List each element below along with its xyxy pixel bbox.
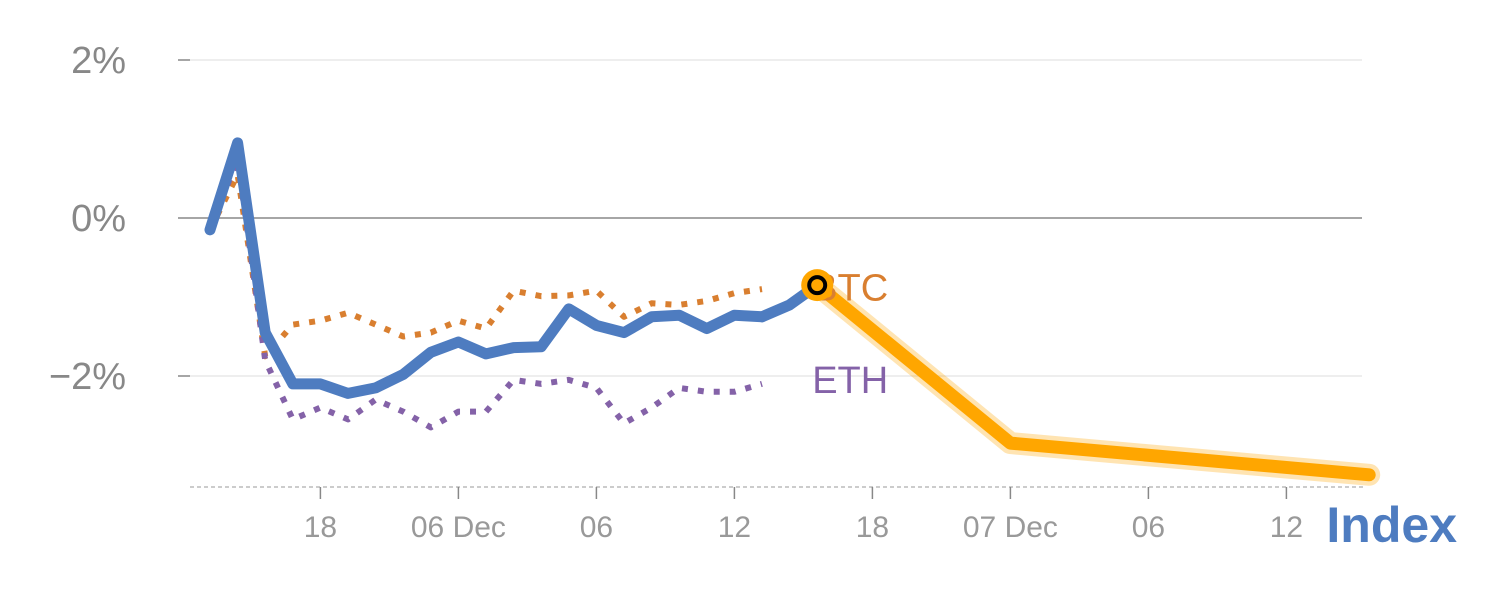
- marker-inner-ring: [807, 275, 828, 296]
- y-tick-label: 0%: [71, 198, 126, 240]
- y-tick-label: 2%: [71, 40, 126, 82]
- series-line-eth: [207, 155, 763, 431]
- series-line-btc: [207, 171, 763, 360]
- marker-outer: [801, 269, 834, 302]
- x-tick-label: 06 Dec: [411, 511, 506, 544]
- series-label-eth: ETH: [812, 360, 888, 402]
- x-tick-label: 12: [718, 511, 751, 544]
- x-tick-label: 06: [580, 511, 613, 544]
- x-tick-label: 18: [856, 511, 889, 544]
- tick-layer: 2% 0% −2% 18 06 Dec 06 12 18 07 Dec 06 12: [49, 40, 1303, 544]
- series-layer: [204, 137, 1381, 486]
- series-line-projection: [810, 278, 1376, 482]
- x-tick-label: 07 Dec: [963, 511, 1058, 544]
- y-tick-label: −2%: [49, 356, 126, 398]
- series-line-index: [204, 137, 768, 399]
- grid-layer: [178, 59, 1365, 499]
- x-tick-label: 12: [1270, 511, 1303, 544]
- x-tick-label: 06: [1132, 511, 1165, 544]
- x-tick-label: 18: [304, 511, 337, 544]
- chart-title-index: Index: [1326, 497, 1457, 553]
